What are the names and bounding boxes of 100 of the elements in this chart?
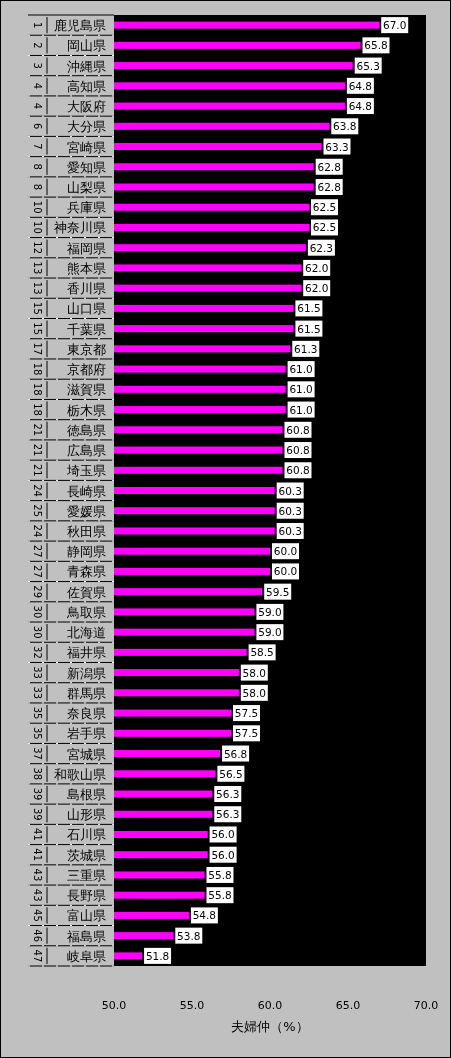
y-tick-label: 長野県 — [67, 888, 106, 904]
text: 29 — [32, 585, 43, 599]
data-label: 62.0 — [305, 282, 329, 295]
y-tick-label: 鹿児島県 — [54, 18, 106, 34]
text: 24 — [32, 484, 43, 497]
y-tick-label: 宮城県 — [67, 746, 106, 762]
y-tick-label: 沖縄県 — [67, 58, 106, 74]
text: 33 — [32, 666, 43, 679]
data-label: 54.8 — [192, 909, 217, 922]
data-label: 65.8 — [364, 39, 388, 52]
y-tick-label: 岐阜県 — [67, 948, 106, 964]
y-tick-label: 北海道 — [67, 625, 106, 641]
y-tick-label: 鳥取県 — [66, 604, 106, 620]
data-label: 58.0 — [242, 666, 266, 679]
text: 4 — [32, 82, 43, 90]
text: 30 — [32, 625, 43, 639]
data-label: 56.0 — [211, 848, 235, 861]
text: 7 — [32, 143, 43, 150]
text: 27 — [32, 544, 43, 558]
data-label: 62.8 — [317, 180, 341, 193]
text: 41 — [32, 828, 43, 841]
text: 3 — [32, 62, 43, 69]
text: 43 — [32, 888, 43, 902]
y-tick-label: 兵庫県 — [67, 200, 106, 216]
y-tick-label: 青森県 — [67, 564, 106, 580]
data-label: 60.8 — [286, 464, 310, 477]
y-tick-label: 大阪府 — [67, 99, 106, 115]
text: 8 — [32, 163, 43, 170]
y-tick-label: 岡山県 — [67, 38, 106, 54]
data-label: 56.3 — [216, 808, 240, 821]
x-tick-label: 50.0 — [101, 999, 127, 1012]
y-tick-label: 岩手県 — [67, 726, 106, 742]
text: 15 — [32, 302, 43, 315]
text: 41 — [32, 848, 43, 862]
y-tick-label: 東京都 — [67, 341, 106, 357]
text: 33 — [32, 686, 43, 700]
data-label: 56.5 — [219, 767, 243, 780]
y-tick-label: 京都府 — [67, 362, 106, 378]
data-label: 64.8 — [348, 100, 373, 113]
data-label: 61.5 — [297, 302, 321, 315]
text: 25 — [32, 504, 43, 518]
x-tick-label: 55.0 — [179, 999, 205, 1012]
text: 21 — [32, 423, 43, 437]
y-tick-label: 香川県 — [67, 281, 106, 297]
text: 10 — [32, 200, 43, 214]
data-label: 67.0 — [383, 19, 407, 32]
y-tick-label: 徳島県 — [67, 422, 106, 438]
y-tick-label: 静岡県 — [67, 544, 106, 560]
y-tick-label: 大分県 — [67, 119, 106, 135]
data-label: 53.8 — [177, 929, 201, 942]
text: 38 — [32, 767, 43, 781]
y-tick-label: 石川県 — [67, 827, 106, 843]
data-label: 65.3 — [356, 59, 380, 72]
y-tick-label: 三重県 — [67, 867, 106, 883]
data-label: 58.0 — [242, 686, 266, 699]
data-label: 59.0 — [258, 626, 282, 639]
y-tick-label: 高知県 — [67, 78, 106, 94]
y-tick-label: 長崎県 — [67, 483, 106, 499]
text: 43 — [32, 868, 43, 882]
data-label: 63.3 — [325, 140, 349, 153]
data-label: 63.8 — [333, 120, 357, 133]
text: 15 — [32, 322, 43, 335]
x-tick-label: 60.0 — [257, 999, 283, 1012]
text: 45 — [32, 909, 43, 922]
text: 18 — [32, 403, 43, 416]
text: 46 — [32, 929, 43, 943]
y-tick-label: 和歌山県 — [54, 766, 106, 782]
data-label: 61.0 — [289, 363, 313, 376]
x-tick-label: 65.0 — [335, 999, 361, 1012]
y-tick-label: 愛媛県 — [67, 503, 106, 519]
data-label: 59.5 — [266, 585, 290, 598]
data-label: 56.3 — [216, 788, 240, 801]
y-tick-label: 秋田県 — [67, 523, 106, 539]
text: 6 — [32, 123, 43, 130]
y-tick-label: 奈良県 — [67, 706, 106, 722]
y-tick-label: 福島県 — [67, 928, 106, 944]
data-label: 60.3 — [278, 484, 302, 497]
data-label: 62.5 — [312, 201, 337, 214]
data-label: 57.5 — [234, 727, 259, 740]
y-tick-label: 群馬県 — [67, 685, 106, 701]
y-tick-label: 山梨県 — [67, 179, 106, 195]
text: 35 — [32, 706, 43, 720]
data-label: 62.5 — [312, 221, 337, 234]
data-label: 55.8 — [208, 889, 232, 902]
text: 47 — [32, 949, 43, 963]
text: 13 — [32, 261, 43, 275]
y-tick-label: 神奈川県 — [54, 220, 106, 236]
text: 37 — [32, 747, 43, 760]
text: 18 — [32, 382, 43, 396]
x-tick-label: 70.0 — [413, 999, 439, 1012]
data-label: 58.5 — [250, 646, 274, 659]
data-label: 60.3 — [278, 504, 302, 517]
data-label: 61.0 — [289, 403, 313, 416]
text: 21 — [32, 443, 43, 457]
data-label: 61.0 — [289, 383, 313, 396]
y-tick-label: 佐賀県 — [67, 584, 106, 600]
text: 39 — [32, 787, 43, 801]
text: 12 — [32, 241, 43, 255]
data-label: 56.0 — [211, 828, 235, 841]
data-label: 61.3 — [294, 342, 318, 355]
